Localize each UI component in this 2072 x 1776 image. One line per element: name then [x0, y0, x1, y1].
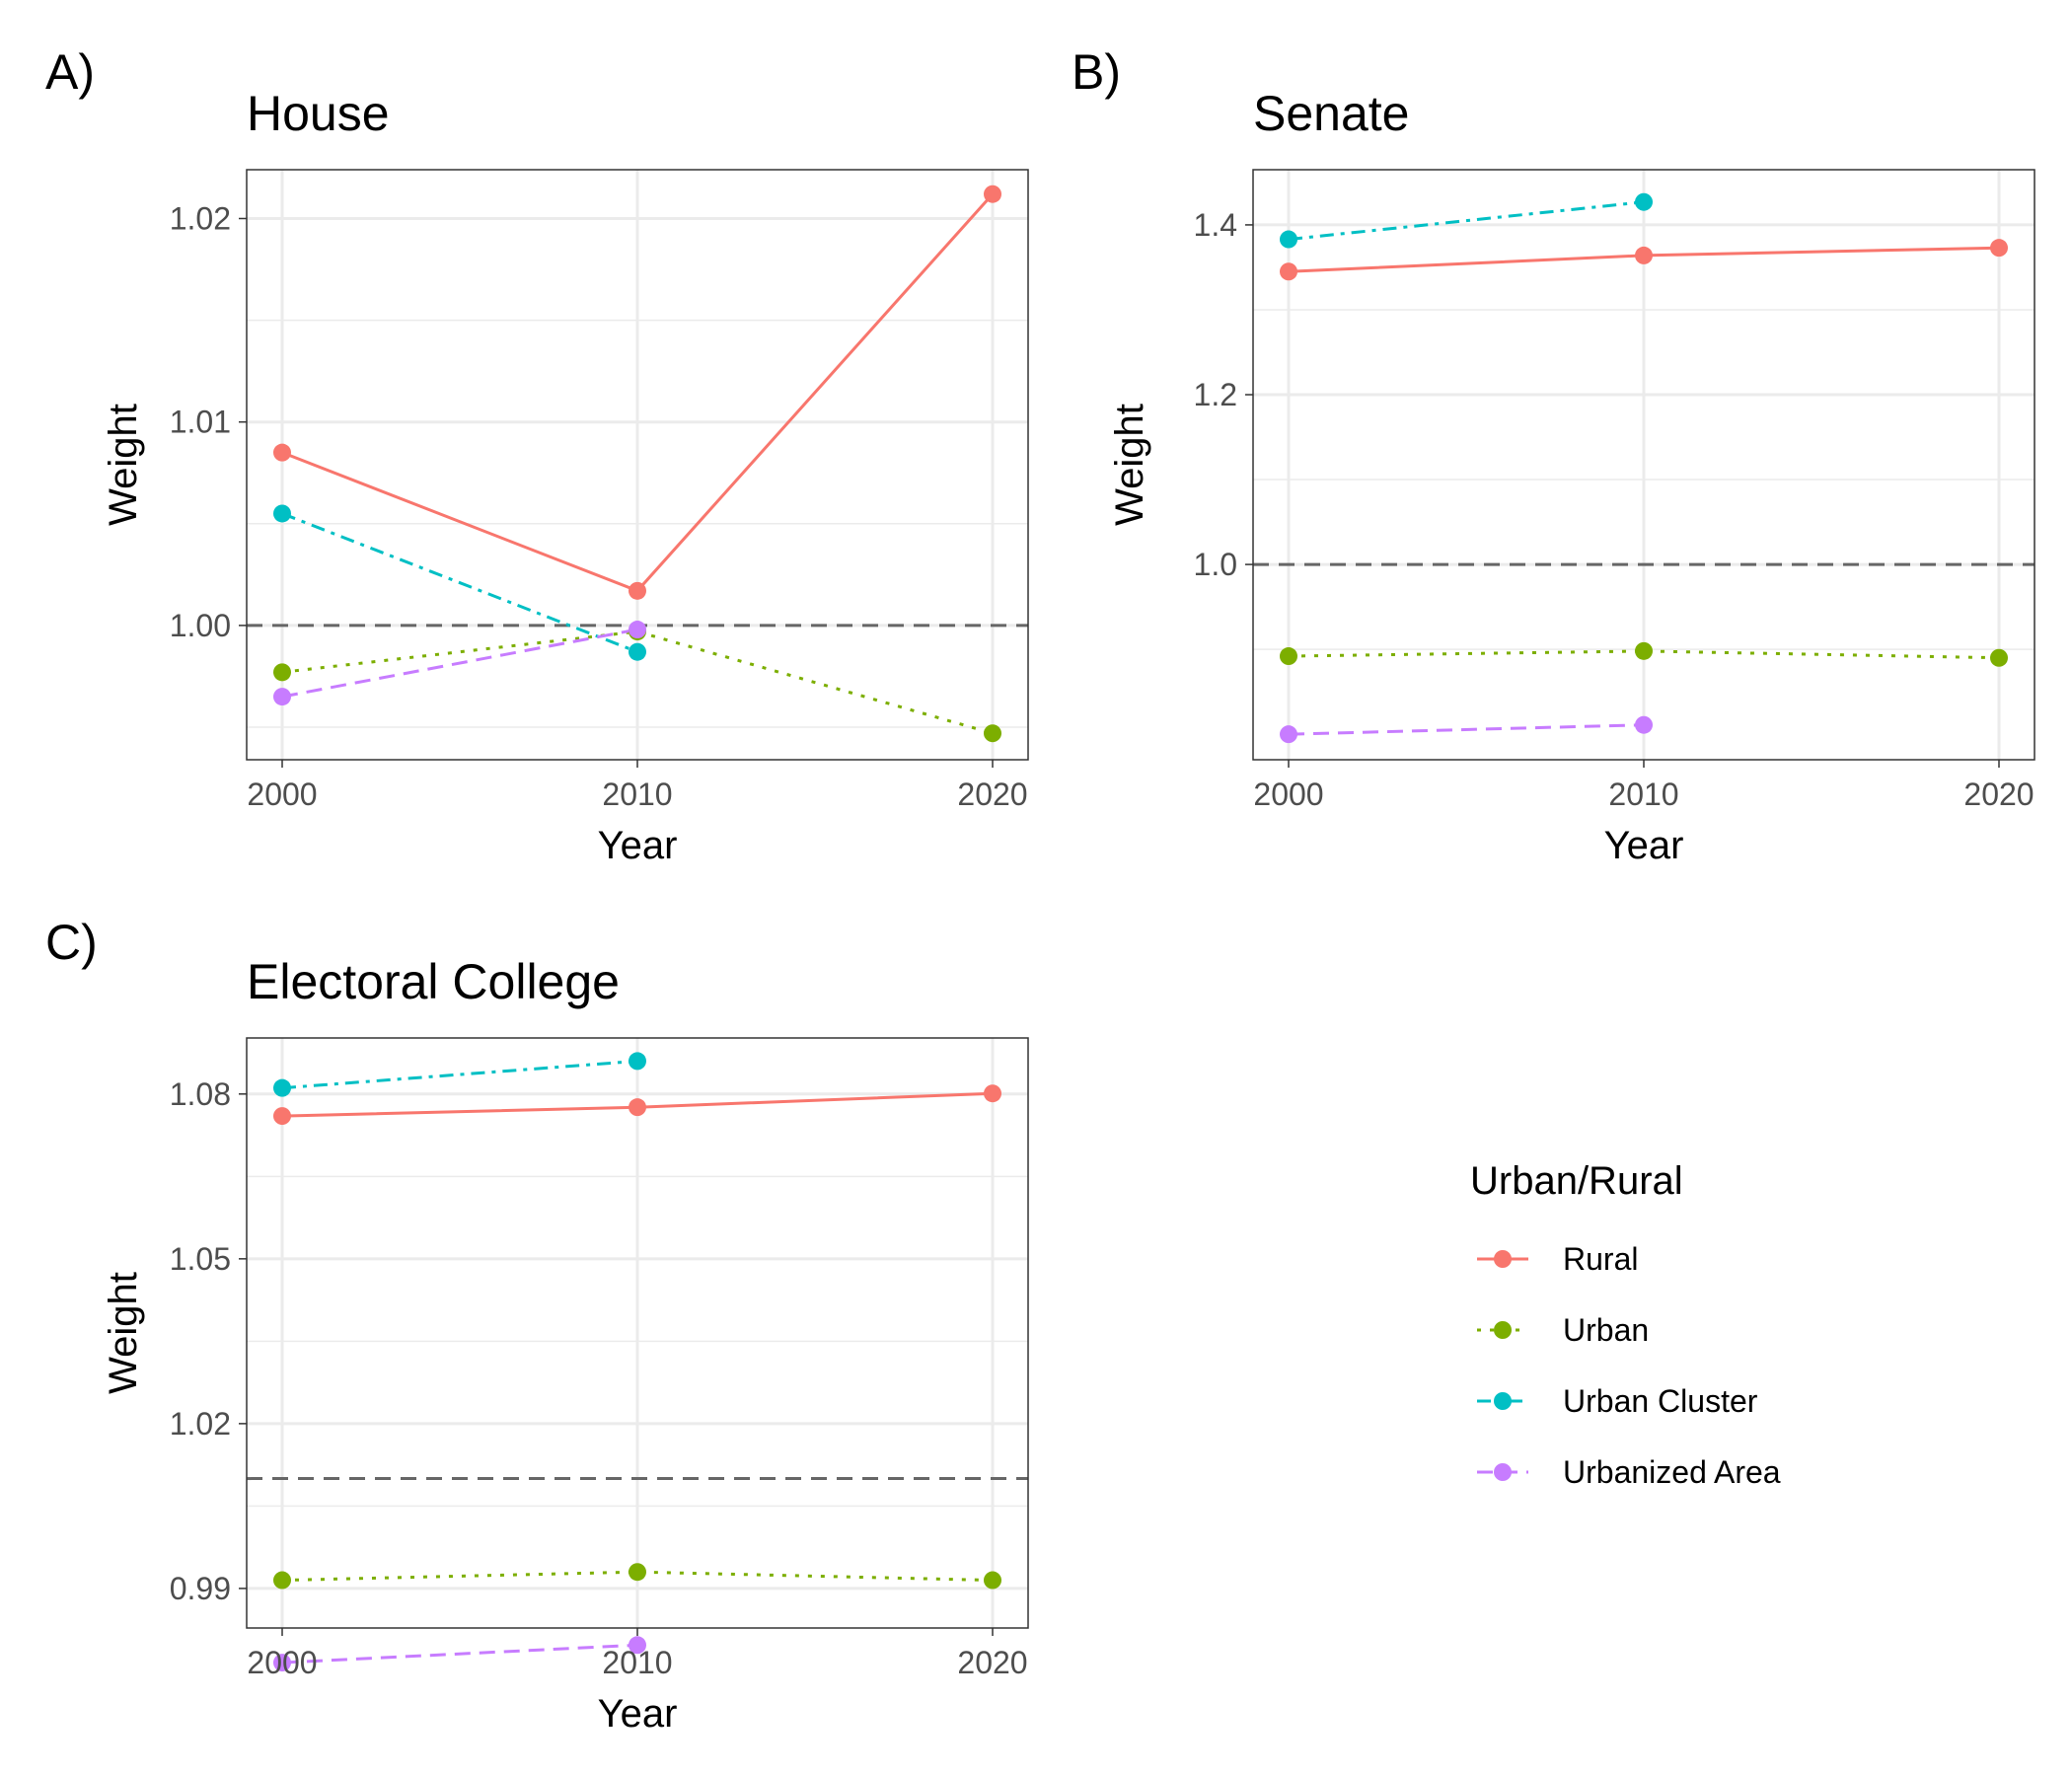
data-point: [273, 443, 291, 462]
panel-tag: C): [45, 915, 98, 970]
data-point: [1280, 230, 1297, 249]
data-point: [1990, 648, 2008, 667]
data-point: [629, 1636, 646, 1655]
data-point: [1635, 715, 1653, 734]
panel-1: A) House 1.00 1.01 1.02 2000 2010 2020 Year Weigh…: [45, 44, 1029, 867]
legend-label: Urbanized Area: [1563, 1454, 1781, 1490]
series-line: [281, 1570, 994, 1583]
legend-label: Urban: [1563, 1312, 1649, 1348]
data-point: [984, 724, 1001, 743]
x-tick-label: 2010: [1608, 777, 1678, 812]
series-line: [281, 629, 994, 735]
y-axis-title: Weight: [1108, 404, 1151, 526]
legend-label: Rural: [1563, 1241, 1638, 1277]
x-tick-label: 2010: [602, 1645, 672, 1680]
x-tick-label: 2020: [957, 1645, 1027, 1680]
data-point: [629, 642, 646, 661]
data-point: [1280, 725, 1297, 744]
legend-key-point: [1494, 1392, 1512, 1410]
legend: Urban/Rural Rural Urban Urban Cluster Urbani…: [1470, 1159, 1781, 1490]
x-tick-label: 2010: [602, 777, 672, 812]
series-line: [1288, 200, 1645, 242]
y-tick-label: 1.08: [170, 1076, 231, 1112]
x-tick-label: 2020: [957, 777, 1027, 812]
legend-item: Rural: [1477, 1241, 1638, 1277]
series-line: [281, 512, 638, 654]
data-point: [1280, 647, 1297, 666]
x-axis-title: Year: [598, 1692, 678, 1736]
y-tick-label: 1.2: [1194, 377, 1237, 412]
legend-key-point: [1494, 1250, 1512, 1268]
data-point: [629, 621, 646, 639]
legend-label: Urban Cluster: [1563, 1383, 1758, 1419]
y-tick-label: 1.0: [1194, 547, 1237, 582]
chart-panels: A) House 1.00 1.01 1.02 2000 2010 2020 Year Weigh…: [45, 44, 2035, 1736]
y-tick-label: 1.01: [170, 405, 231, 440]
legend-item: Urbanized Area: [1477, 1454, 1781, 1490]
data-point: [1635, 641, 1653, 660]
legend-key-point: [1494, 1463, 1512, 1481]
data-point: [629, 1098, 646, 1117]
data-point: [273, 663, 291, 682]
panel-tag: B): [1072, 44, 1121, 100]
data-point: [273, 1571, 291, 1590]
data-point: [1990, 239, 2008, 258]
x-tick-label: 2000: [247, 1645, 317, 1680]
y-axis-title: Weight: [102, 1272, 145, 1394]
y-tick-label: 1.00: [170, 608, 231, 643]
legend-key-point: [1494, 1321, 1512, 1339]
panel-title: Senate: [1253, 86, 1409, 141]
x-tick-label: 2020: [1963, 777, 2034, 812]
panel-title: House: [247, 86, 390, 141]
data-point: [1635, 246, 1653, 264]
y-tick-label: 1.05: [170, 1241, 231, 1277]
data-point: [273, 1107, 291, 1126]
y-tick-label: 1.4: [1194, 207, 1237, 243]
y-axis-title: Weight: [102, 404, 145, 526]
x-tick-label: 2000: [247, 777, 317, 812]
panel-3: C) Electoral College 0.99 1.02 1.05 1.08 2000 2…: [45, 915, 1029, 1736]
series-line: [1288, 649, 2000, 660]
series-line: [281, 1059, 638, 1090]
y-tick-label: 1.02: [170, 200, 231, 236]
data-point: [1280, 262, 1297, 281]
legend-item: Urban: [1477, 1312, 1649, 1348]
x-axis-title: Year: [598, 824, 678, 867]
data-point: [273, 688, 291, 706]
panel-2: B) Senate 1.0 1.2 1.4 2000 2010 2020 Year Weight: [1072, 44, 2035, 867]
series-line: [1288, 723, 1645, 736]
data-point: [629, 581, 646, 600]
series-line: [281, 628, 638, 699]
x-axis-title: Year: [1604, 824, 1684, 867]
legend-item: Urban Cluster: [1477, 1383, 1758, 1419]
data-point: [984, 1571, 1001, 1590]
data-point: [273, 1078, 291, 1097]
panel-title: Electoral College: [247, 954, 620, 1009]
panel-tag: A): [45, 44, 95, 100]
data-point: [629, 1052, 646, 1071]
data-point: [273, 504, 291, 523]
y-tick-label: 0.99: [170, 1571, 231, 1606]
data-point: [984, 1084, 1001, 1103]
data-point: [1635, 192, 1653, 211]
x-tick-label: 2000: [1253, 777, 1323, 812]
y-tick-label: 1.02: [170, 1406, 231, 1442]
data-point: [629, 1563, 646, 1582]
series-line: [281, 1643, 638, 1665]
data-point: [984, 185, 1001, 203]
data-point: [273, 1654, 291, 1672]
legend-title: Urban/Rural: [1470, 1159, 1683, 1203]
